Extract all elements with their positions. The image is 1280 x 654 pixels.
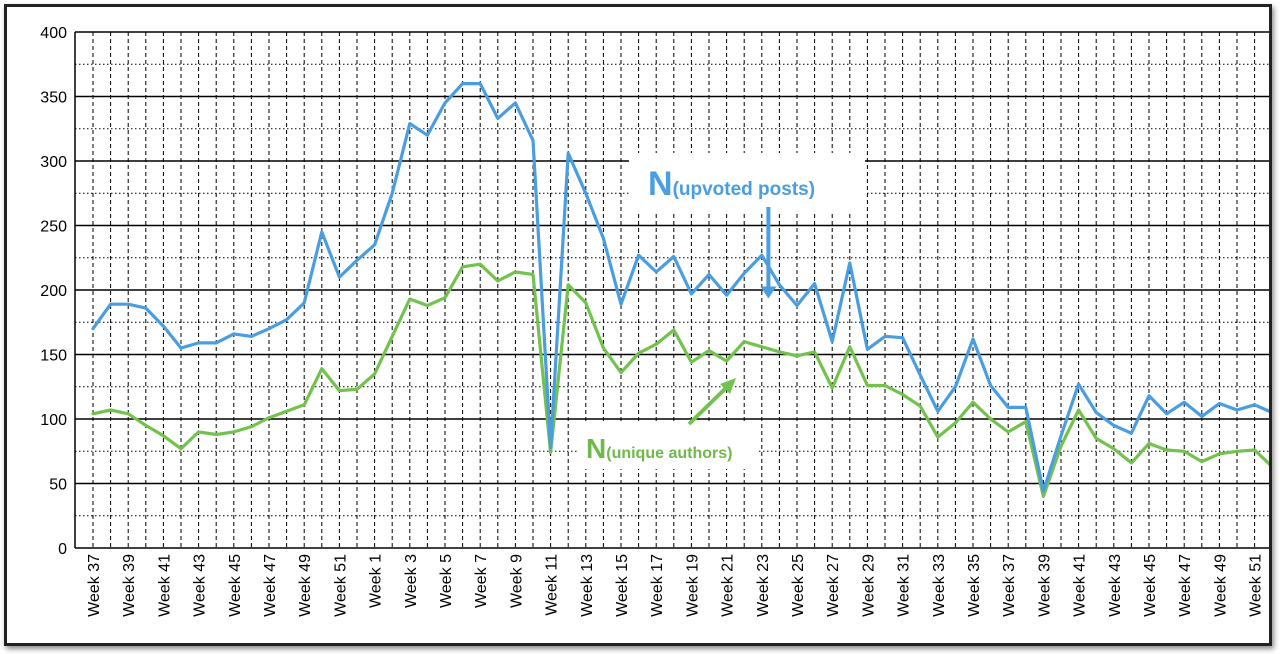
x-tick-label: Week 49 [1212,554,1229,617]
x-tick-label: Week 51 [332,554,349,617]
x-axis: Week 37 Week 39 Week 41 Week 43 Week 45 Week … [86,554,1265,617]
x-tick-label: Week 17 [649,554,666,617]
y-tick-label: 350 [40,90,67,107]
x-tick-label: Week 3 [403,554,420,608]
annotation-authors-arrow [687,384,730,426]
series-line-unique-authors [91,262,1269,498]
x-tick-label: Week 7 [473,554,490,608]
y-tick-label: 0 [58,541,67,558]
annotations: N(upvoted posts) N(unique authors) [579,153,865,469]
x-tick-label: Week 1 [368,554,385,608]
x-tick-label: Week 39 [1036,554,1053,617]
y-tick-label: 200 [40,283,67,300]
x-tick-label: Week 15 [614,554,631,617]
y-tick-label: 50 [49,477,67,494]
x-tick-label: Week 49 [297,554,314,617]
x-tick-label: Week 37 [1001,554,1018,617]
y-tick-label: 100 [40,412,67,429]
grid [74,31,1269,549]
x-tick-label: Week 41 [1072,554,1089,617]
series-line-upvoted-posts [91,81,1269,493]
annotation-upvoted-bg [629,153,865,213]
x-tick-label: Week 29 [860,554,877,617]
x-tick-label: Week 21 [720,554,737,617]
x-tick-label: Week 31 [896,554,913,617]
y-tick-label: 400 [40,25,67,42]
x-tick-label: Week 43 [1107,554,1124,617]
annotation-authors-arrowhead [720,378,736,394]
x-tick-label: Week 19 [684,554,701,617]
annotation-upvoted-arrowhead [760,286,777,299]
annotation-authors-bg [579,423,759,469]
x-tick-label: Week 33 [931,554,948,617]
x-tick-label: Week 47 [262,554,279,617]
series-lines [91,81,1269,498]
x-tick-label: Week 13 [579,554,596,617]
annotation-upvoted-label: N(upvoted posts) [648,165,815,203]
y-tick-label: 150 [40,348,67,365]
y-axis: 0 50 100 150 200 250 300 350 400 [40,25,67,558]
x-tick-label: Week 23 [755,554,772,617]
y-tick-label: 300 [40,154,67,171]
x-tick-label: Week 41 [156,554,173,617]
y-tick-label: 250 [40,219,67,236]
chart-frame: 0 50 100 150 200 250 300 350 400 Week 37 Week 39 W… [4,4,1272,646]
x-tick-label: Week 45 [1142,554,1159,617]
x-tick-label: Week 5 [438,554,455,608]
x-tick-label: Week 11 [544,554,561,616]
x-tick-label: Week 35 [966,554,983,617]
x-tick-label: Week 37 [86,554,103,617]
x-tick-label: Week 43 [192,554,209,617]
x-tick-label: Week 47 [1177,554,1194,617]
x-tick-label: Week 45 [227,554,244,617]
x-tick-label: Week 27 [825,554,842,617]
x-tick-label: Week 25 [790,554,807,617]
x-tick-label: Week 39 [121,554,138,617]
x-tick-label: Week 9 [508,554,525,608]
x-tick-label: Week 51 [1248,554,1265,617]
annotation-authors-label: N(unique authors) [586,433,732,464]
